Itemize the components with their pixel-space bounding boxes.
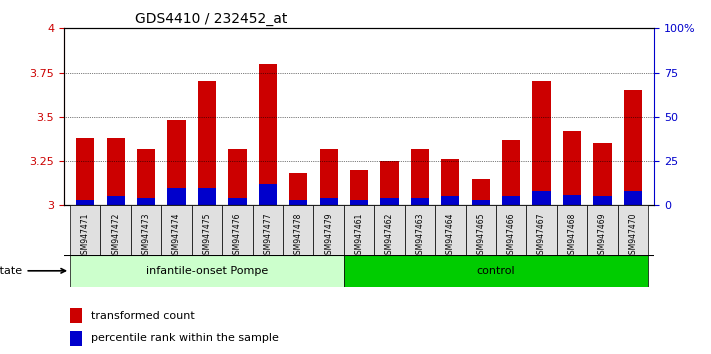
FancyBboxPatch shape bbox=[466, 205, 496, 255]
Bar bbox=[563, 131, 581, 205]
Bar bbox=[533, 81, 551, 205]
Bar bbox=[442, 159, 459, 205]
Text: GSM947461: GSM947461 bbox=[355, 213, 363, 259]
Bar bbox=[76, 200, 95, 205]
FancyBboxPatch shape bbox=[435, 205, 466, 255]
FancyBboxPatch shape bbox=[587, 205, 618, 255]
Bar bbox=[319, 149, 338, 205]
FancyBboxPatch shape bbox=[405, 205, 435, 255]
Bar bbox=[289, 173, 307, 205]
FancyBboxPatch shape bbox=[283, 205, 314, 255]
Bar bbox=[167, 120, 186, 205]
Bar bbox=[350, 170, 368, 205]
Bar bbox=[259, 184, 277, 205]
Bar bbox=[471, 200, 490, 205]
FancyBboxPatch shape bbox=[222, 205, 252, 255]
FancyBboxPatch shape bbox=[344, 205, 374, 255]
FancyBboxPatch shape bbox=[374, 205, 405, 255]
FancyBboxPatch shape bbox=[496, 205, 526, 255]
Bar bbox=[228, 149, 247, 205]
Bar bbox=[502, 140, 520, 205]
Bar bbox=[411, 198, 429, 205]
FancyBboxPatch shape bbox=[314, 205, 344, 255]
Bar bbox=[471, 179, 490, 205]
Bar bbox=[167, 188, 186, 205]
FancyBboxPatch shape bbox=[344, 255, 648, 287]
Bar bbox=[502, 196, 520, 205]
Bar bbox=[107, 138, 125, 205]
Text: percentile rank within the sample: percentile rank within the sample bbox=[90, 333, 279, 343]
Bar bbox=[70, 331, 82, 346]
Text: GSM947476: GSM947476 bbox=[233, 213, 242, 259]
Text: control: control bbox=[476, 266, 515, 276]
Bar bbox=[76, 138, 95, 205]
Text: GSM947477: GSM947477 bbox=[263, 213, 272, 259]
Bar bbox=[198, 81, 216, 205]
FancyBboxPatch shape bbox=[161, 205, 192, 255]
Text: GSM947474: GSM947474 bbox=[172, 213, 181, 259]
FancyBboxPatch shape bbox=[70, 255, 344, 287]
Text: GDS4410 / 232452_at: GDS4410 / 232452_at bbox=[135, 12, 287, 26]
Text: infantile-onset Pompe: infantile-onset Pompe bbox=[146, 266, 268, 276]
Text: GSM947472: GSM947472 bbox=[111, 213, 120, 259]
Text: GSM947465: GSM947465 bbox=[476, 213, 485, 259]
Bar bbox=[380, 161, 399, 205]
Text: GSM947468: GSM947468 bbox=[567, 213, 577, 259]
Bar bbox=[533, 191, 551, 205]
FancyBboxPatch shape bbox=[252, 205, 283, 255]
Bar bbox=[411, 149, 429, 205]
Bar bbox=[350, 200, 368, 205]
Text: GSM947467: GSM947467 bbox=[537, 213, 546, 259]
FancyBboxPatch shape bbox=[192, 205, 222, 255]
Text: GSM947471: GSM947471 bbox=[81, 213, 90, 259]
Bar bbox=[70, 308, 82, 323]
FancyBboxPatch shape bbox=[131, 205, 161, 255]
Text: GSM947475: GSM947475 bbox=[203, 213, 211, 259]
Text: GSM947469: GSM947469 bbox=[598, 213, 607, 259]
Bar bbox=[259, 64, 277, 205]
Text: GSM947464: GSM947464 bbox=[446, 213, 455, 259]
Bar bbox=[593, 196, 611, 205]
Text: disease state: disease state bbox=[0, 266, 65, 276]
FancyBboxPatch shape bbox=[100, 205, 131, 255]
Bar bbox=[442, 196, 459, 205]
Text: GSM947478: GSM947478 bbox=[294, 213, 303, 259]
FancyBboxPatch shape bbox=[557, 205, 587, 255]
Bar bbox=[137, 149, 155, 205]
Bar bbox=[228, 198, 247, 205]
Text: transformed count: transformed count bbox=[90, 311, 194, 321]
Bar bbox=[563, 195, 581, 205]
Text: GSM947462: GSM947462 bbox=[385, 213, 394, 259]
Text: GSM947463: GSM947463 bbox=[415, 213, 424, 259]
Text: GSM947479: GSM947479 bbox=[324, 213, 333, 259]
Bar bbox=[198, 188, 216, 205]
Bar bbox=[137, 198, 155, 205]
Bar bbox=[380, 198, 399, 205]
FancyBboxPatch shape bbox=[618, 205, 648, 255]
Text: GSM947466: GSM947466 bbox=[507, 213, 515, 259]
FancyBboxPatch shape bbox=[70, 205, 100, 255]
Bar bbox=[107, 196, 125, 205]
Bar bbox=[593, 143, 611, 205]
Text: GSM947470: GSM947470 bbox=[629, 213, 637, 259]
Text: GSM947473: GSM947473 bbox=[141, 213, 151, 259]
Bar bbox=[289, 200, 307, 205]
FancyBboxPatch shape bbox=[526, 205, 557, 255]
Bar bbox=[624, 191, 642, 205]
Bar bbox=[319, 198, 338, 205]
Bar bbox=[624, 90, 642, 205]
